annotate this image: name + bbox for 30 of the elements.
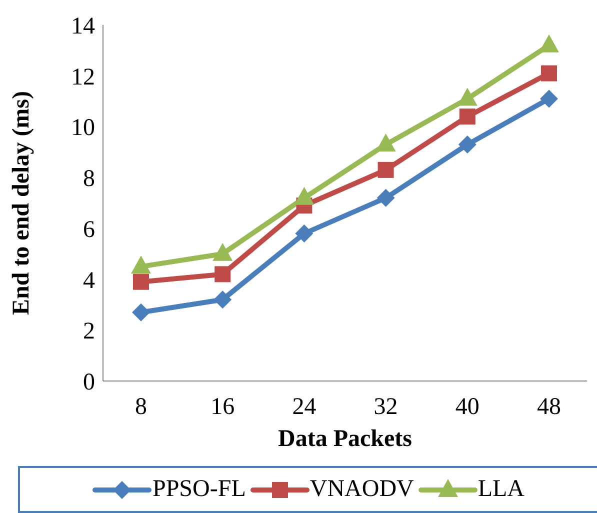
x-axis-title: Data Packets [278, 426, 412, 452]
point [214, 266, 231, 282]
y-tick-label: 14 [71, 14, 95, 40]
y-axis-title: End to end delay (ms) [8, 90, 35, 316]
y-tick-label: 6 [83, 216, 95, 243]
legend-label: VNAODV [308, 476, 414, 503]
point [540, 90, 558, 108]
legend-label: LLA [476, 476, 525, 503]
y-tick-label: 2 [83, 318, 95, 345]
x-tick-label: 16 [210, 394, 235, 420]
point [378, 162, 394, 178]
point [458, 136, 476, 154]
point [376, 188, 395, 207]
y-tick-label: 0 [83, 370, 95, 396]
y-tick-label: 8 [83, 166, 95, 192]
y-tick-label: 12 [71, 64, 95, 90]
x-tick-label: 24 [292, 394, 316, 420]
y-tick-label: 10 [71, 115, 95, 142]
legend-label: PPSO-FL [151, 476, 246, 503]
point [214, 290, 232, 309]
point [295, 224, 314, 243]
point [541, 65, 557, 82]
y-tick-label: 4 [83, 268, 95, 294]
point [459, 108, 476, 125]
x-tick-label: 48 [537, 394, 561, 420]
point [133, 274, 149, 290]
x-tick-label: 40 [455, 394, 480, 420]
point [132, 303, 150, 322]
x-tick-label: 8 [135, 394, 147, 420]
x-tick-label: 32 [374, 394, 398, 420]
